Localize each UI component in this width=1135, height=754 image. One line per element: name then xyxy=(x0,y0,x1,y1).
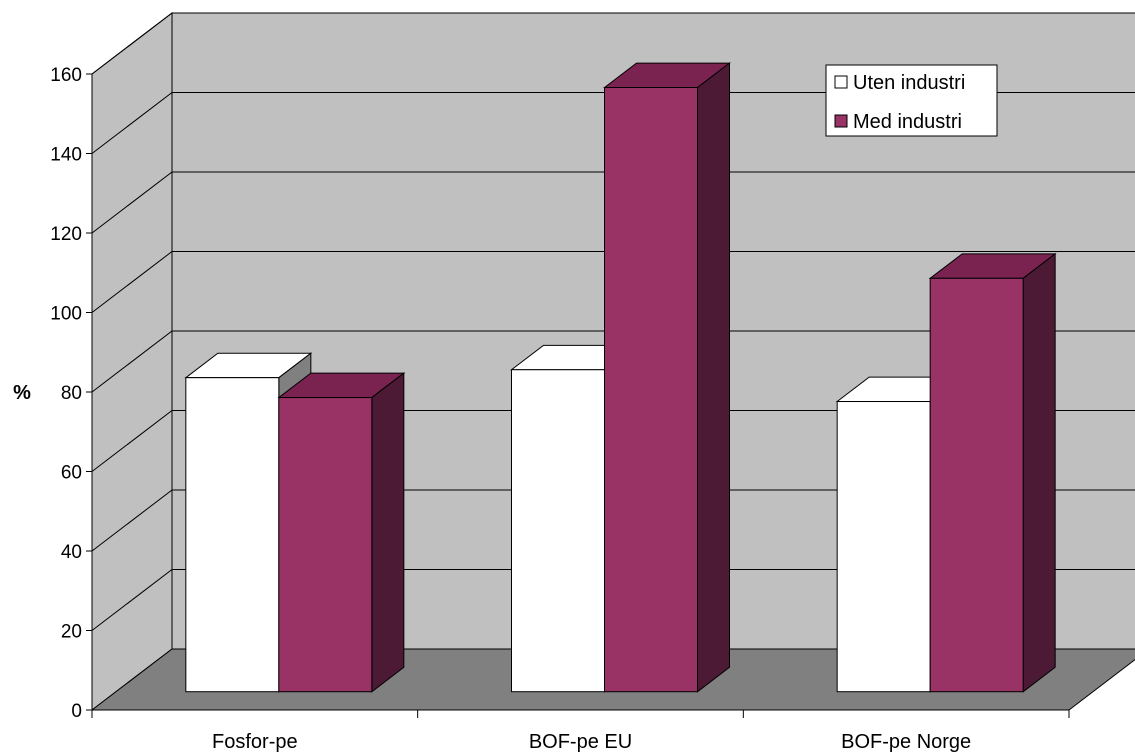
x-tick-label: BOF-pe EU xyxy=(529,731,632,753)
legend-box xyxy=(825,64,998,137)
bar-side xyxy=(371,372,405,693)
legend-label-2: Med industri xyxy=(853,111,962,133)
gridline xyxy=(91,12,1135,75)
gridline xyxy=(91,171,1135,234)
y-tick-label: 40 xyxy=(61,542,82,563)
y-tick-label: 20 xyxy=(61,622,82,643)
y-tick-label: 120 xyxy=(50,224,82,245)
y-tick-label: 60 xyxy=(61,463,82,484)
bar xyxy=(836,401,931,693)
bars xyxy=(184,62,1057,693)
gridline xyxy=(91,330,1135,393)
legend-swatch-1 xyxy=(834,75,848,89)
gridline xyxy=(91,251,1135,313)
bar xyxy=(185,377,280,693)
y-axis-label: % xyxy=(13,382,31,404)
gridline xyxy=(91,92,1135,154)
bar-side xyxy=(697,62,730,693)
legend: Uten industri Med industri xyxy=(825,64,998,137)
y-tick-label: 140 xyxy=(50,145,82,166)
gridline xyxy=(91,489,1135,552)
legend-swatch-2 xyxy=(834,114,848,128)
bar xyxy=(929,277,1024,693)
gridlines xyxy=(91,12,1135,631)
x-tick-label: Fosfor-pe xyxy=(212,731,298,753)
x-tick-label: BOF-pe Norge xyxy=(841,731,971,753)
gridline xyxy=(91,410,1135,472)
y-tick-label: 160 xyxy=(50,65,82,86)
legend-label-1: Uten industri xyxy=(853,72,965,94)
bar xyxy=(604,87,698,693)
y-tick-label: 0 xyxy=(71,701,82,722)
gridline xyxy=(91,569,1135,631)
bar-side xyxy=(1022,252,1056,693)
y-tick-label: 80 xyxy=(61,383,82,404)
bar xyxy=(511,369,605,693)
axes: 0 20 40 60 80 100 120 140 160 Fosfor-pe BOF-pe EU B… xyxy=(50,65,1070,753)
y-tick-label: 100 xyxy=(50,304,82,325)
bar xyxy=(278,397,373,693)
